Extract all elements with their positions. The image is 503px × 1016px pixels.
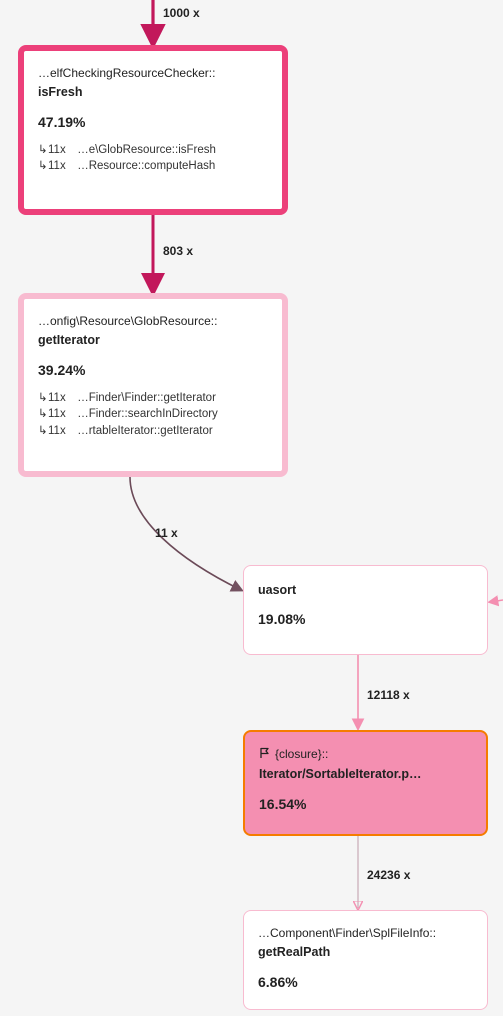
- flag-icon: [259, 747, 271, 764]
- node-method: isFresh: [38, 83, 268, 101]
- callee-list: ↳11x …Finder\Finder::getIterator ↳11x …F…: [38, 390, 268, 440]
- node-namespace: {closure}::: [259, 746, 472, 764]
- node-percent: 6.86%: [258, 972, 473, 992]
- edge-label: 803 x: [163, 244, 193, 258]
- callee-row: ↳11x …Finder\Finder::getIterator: [38, 390, 268, 407]
- node-isfresh[interactable]: …elfCheckingResourceChecker:: isFresh 47…: [18, 45, 288, 215]
- edge-label: 24236 x: [367, 868, 410, 882]
- node-percent: 39.24%: [38, 360, 268, 380]
- diagram-canvas: …elfCheckingResourceChecker:: isFresh 47…: [0, 0, 503, 1016]
- node-percent: 19.08%: [258, 609, 473, 629]
- callee-list: ↳11x …e\GlobResource::isFresh ↳11x …Reso…: [38, 142, 268, 175]
- node-method: uasort: [258, 581, 473, 599]
- node-percent: 47.19%: [38, 112, 268, 132]
- node-getiterator[interactable]: …onfig\Resource\GlobResource:: getIterat…: [18, 293, 288, 477]
- edge-label: 12118 x: [367, 688, 410, 702]
- callee-row: ↳11x …Resource::computeHash: [38, 158, 268, 175]
- node-closure[interactable]: {closure}:: Iterator/SortableIterator.p……: [243, 730, 488, 836]
- node-getrealpath[interactable]: …Component\Finder\SplFileInfo:: getRealP…: [243, 910, 488, 1010]
- callee-row: ↳11x …rtableIterator::getIterator: [38, 423, 268, 440]
- edge-label: 11 x: [155, 526, 178, 540]
- node-method: Iterator/SortableIterator.p…: [259, 765, 472, 783]
- node-percent: 16.54%: [259, 794, 472, 814]
- node-uasort[interactable]: uasort 19.08%: [243, 565, 488, 655]
- node-namespace: …Component\Finder\SplFileInfo::: [258, 925, 473, 942]
- callee-row: ↳11x …e\GlobResource::isFresh: [38, 142, 268, 159]
- node-method: getRealPath: [258, 943, 473, 961]
- edge-label: 1000 x: [163, 6, 200, 20]
- node-method: getIterator: [38, 331, 268, 349]
- callee-row: ↳11x …Finder::searchInDirectory: [38, 406, 268, 423]
- node-namespace: …onfig\Resource\GlobResource::: [38, 313, 268, 330]
- node-namespace: …elfCheckingResourceChecker::: [38, 65, 268, 82]
